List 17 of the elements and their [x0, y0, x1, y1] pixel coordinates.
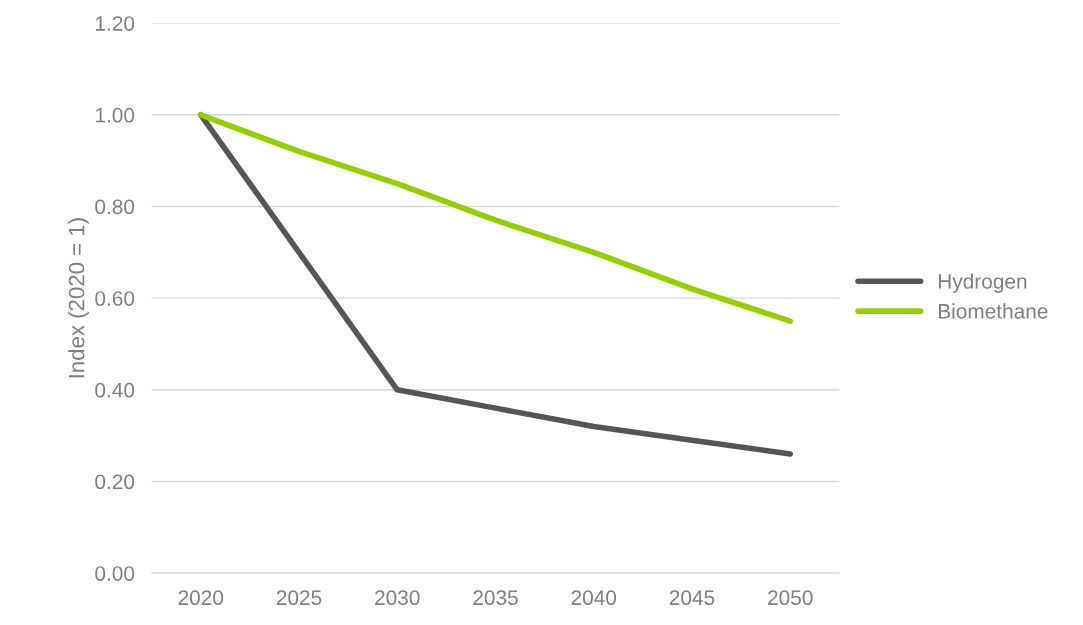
- y-tick-label: 0.80: [95, 199, 135, 215]
- y-tick-label: 0.00: [95, 566, 135, 581]
- y-tick-label: 0.40: [95, 382, 135, 398]
- x-tick-label: 2025: [276, 590, 322, 606]
- legend-label: Biomethane: [938, 303, 1048, 319]
- y-tick-label: 1.00: [96, 107, 135, 123]
- x-tick-label: 2045: [669, 590, 715, 606]
- y-axis-title: Index (2020 = 1): [68, 218, 89, 378]
- x-tick-label: 2040: [571, 590, 617, 606]
- y-tick-label: 0.60: [95, 291, 135, 306]
- y-tick-label: 0.20: [95, 474, 135, 490]
- legend-label: Hydrogen: [938, 273, 1027, 293]
- x-tick-label: 2050: [768, 590, 813, 606]
- x-tick-label: 2035: [473, 590, 518, 606]
- y-tick-label: 1.20: [96, 16, 135, 31]
- x-tick-label: 2020: [178, 590, 224, 606]
- x-tick-label: 2030: [375, 590, 420, 606]
